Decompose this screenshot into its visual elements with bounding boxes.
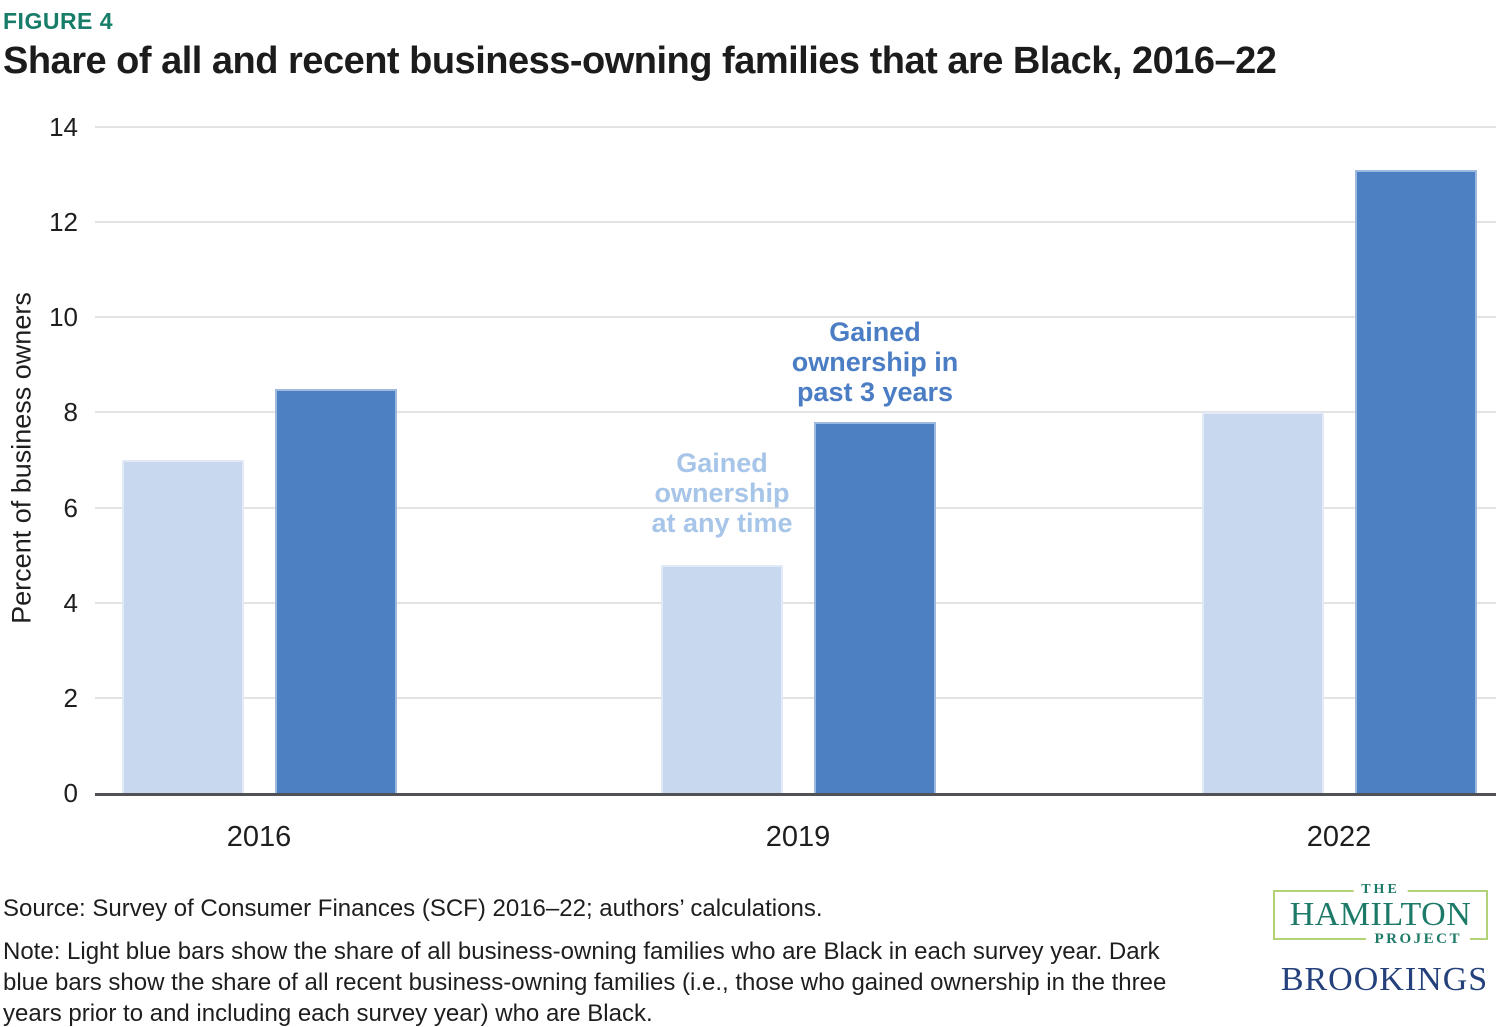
x-tick-2016: 2016 xyxy=(226,821,292,853)
gridline-y-10 xyxy=(95,316,1496,319)
gridline-y-8 xyxy=(95,411,1496,414)
bar-chart: Percent of business owners Gained owners… xyxy=(0,112,1499,853)
y-tick-8: 8 xyxy=(63,397,78,428)
hamilton-project-logo: THE HAMILTON PROJECT xyxy=(1273,882,1488,948)
gridline-y-12 xyxy=(95,221,1496,224)
gridline-y-2 xyxy=(95,696,1496,699)
bar-2019-past-3-years xyxy=(813,421,936,793)
y-axis-title: Percent of business owners xyxy=(6,292,37,624)
brookings-logo: BROOKINGS xyxy=(1280,961,1489,998)
y-tick-0: 0 xyxy=(63,778,78,808)
source-text: Source: Survey of Consumer Finances (SCF… xyxy=(3,895,823,922)
gridline-y-14 xyxy=(95,126,1496,128)
figure-label: FIGURE 4 xyxy=(3,8,114,34)
bar-2022-past-3-years xyxy=(1354,169,1477,793)
hamilton-logo-name: HAMILTON xyxy=(1289,896,1472,933)
bar-2022-any-time xyxy=(1201,412,1324,793)
bar-2016-any-time xyxy=(121,460,244,793)
plot-area xyxy=(95,126,1496,796)
gridline-y-6 xyxy=(95,506,1496,509)
y-tick-14: 14 xyxy=(49,112,78,142)
y-tick-2: 2 xyxy=(63,682,78,713)
y-tick-4: 4 xyxy=(63,587,78,618)
annotation-light-series-label: Gained ownership at any time xyxy=(651,448,793,538)
y-tick-6: 6 xyxy=(63,492,78,523)
gridline-y-4 xyxy=(95,601,1496,604)
hamilton-logo-the: THE xyxy=(1353,882,1408,898)
y-tick-10: 10 xyxy=(49,302,78,333)
x-tick-2019: 2019 xyxy=(765,821,831,853)
x-tick-2022: 2022 xyxy=(1306,821,1372,853)
figure-title: Share of all and recent business-owning … xyxy=(3,40,1277,82)
y-tick-12: 12 xyxy=(49,207,78,238)
annotation-dark-series-label: Gained ownership in past 3 years xyxy=(791,317,959,407)
bar-2016-past-3-years xyxy=(274,388,397,793)
hamilton-logo-project: PROJECT xyxy=(1366,931,1470,948)
note-text: Note: Light blue bars show the share of … xyxy=(3,938,1167,1027)
bar-2019-any-time xyxy=(660,564,783,793)
